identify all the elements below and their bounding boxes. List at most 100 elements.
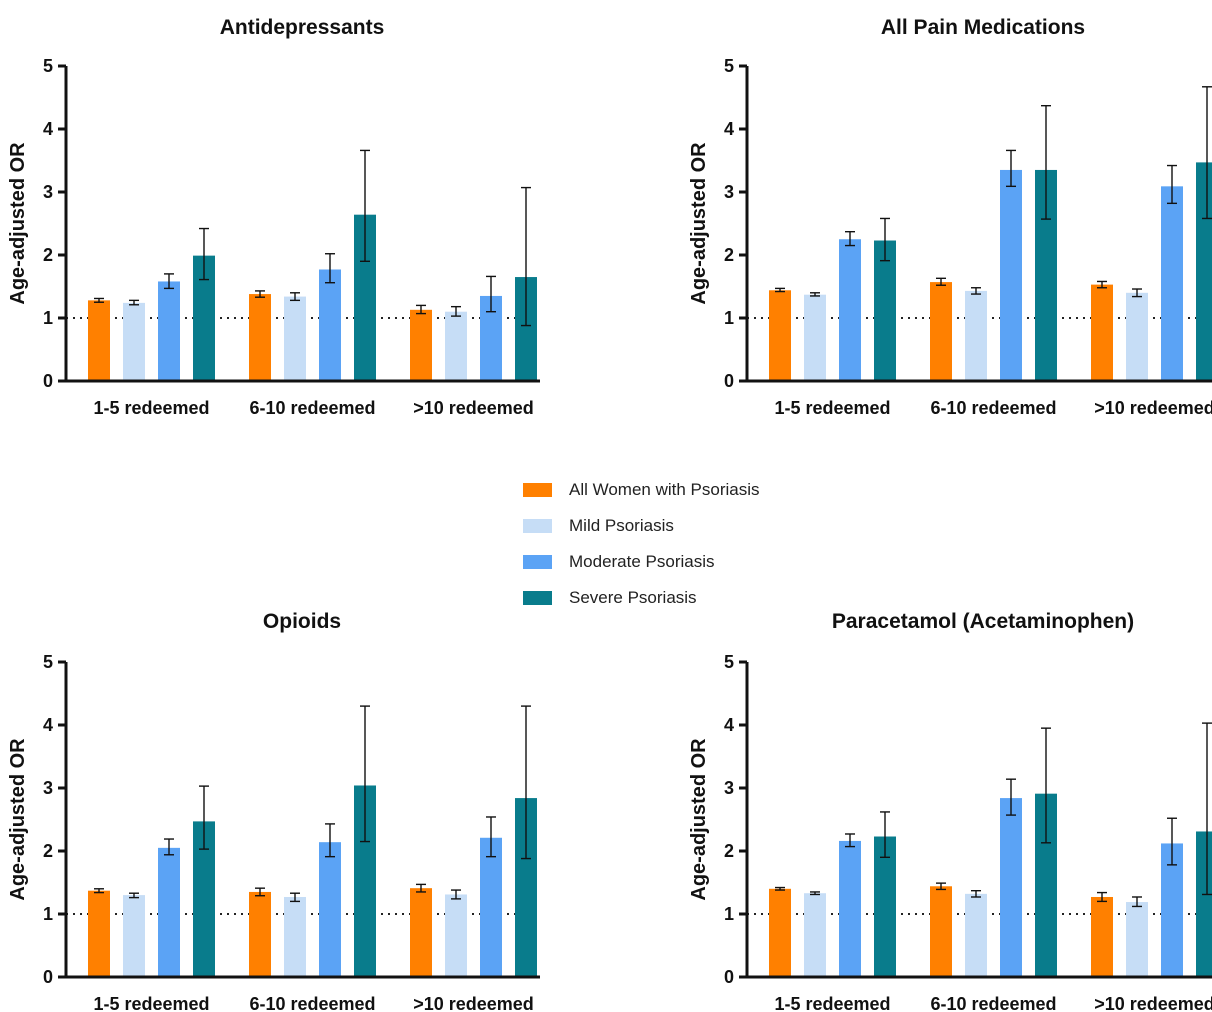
- legend-label-all-women: All Women with Psoriasis: [569, 480, 760, 499]
- y-tick-label: 3: [43, 182, 53, 202]
- bar-all-women-with-psoriasis-10-redeemed: [410, 888, 432, 977]
- bar-all-women-with-psoriasis-6-10-redeemed: [930, 886, 952, 977]
- bar-severe-psoriasis-10-redeemed: [1196, 831, 1212, 977]
- y-tick-label: 0: [724, 371, 734, 391]
- x-tick-label: 6-10 redeemed: [930, 398, 1056, 418]
- x-tick-label: >10 redeemed: [1094, 994, 1212, 1012]
- bar-mild-psoriasis-6-10-redeemed: [965, 290, 987, 381]
- bar-severe-psoriasis-6-10-redeemed: [354, 785, 376, 977]
- y-tick-label: 2: [724, 841, 734, 861]
- bar-severe-psoriasis-1-5-redeemed: [874, 240, 896, 381]
- bar-moderate-psoriasis-1-5-redeemed: [158, 281, 180, 381]
- bar-all-women-with-psoriasis-1-5-redeemed: [88, 890, 110, 977]
- y-axis-label: Age-adjusted OR: [7, 738, 29, 901]
- bar-severe-psoriasis-6-10-redeemed: [354, 214, 376, 381]
- x-tick-label: 6-10 redeemed: [249, 994, 375, 1012]
- bar-moderate-psoriasis-6-10-redeemed: [1000, 798, 1022, 977]
- chart-panel-all-pain-medications: All Pain Medications Age-adjusted OR 1-5 r…: [688, 16, 1212, 418]
- y-tick-label: 1: [724, 308, 734, 328]
- bar-mild-psoriasis-1-5-redeemed: [804, 893, 826, 977]
- bar-mild-psoriasis-10-redeemed: [445, 894, 467, 977]
- bar-mild-psoriasis-10-redeemed: [445, 311, 467, 381]
- y-tick-label: 1: [43, 904, 53, 924]
- bar-all-women-with-psoriasis-10-redeemed: [1091, 284, 1113, 381]
- bar-all-women-with-psoriasis-1-5-redeemed: [769, 888, 791, 977]
- bar-severe-psoriasis-10-redeemed: [1196, 162, 1212, 381]
- y-tick-label: 1: [43, 308, 53, 328]
- bar-all-women-with-psoriasis-10-redeemed: [1091, 896, 1113, 977]
- bar-mild-psoriasis-1-5-redeemed: [804, 294, 826, 381]
- bar-severe-psoriasis-6-10-redeemed: [1035, 793, 1057, 977]
- bar-moderate-psoriasis-6-10-redeemed: [1000, 169, 1022, 381]
- bar-moderate-psoriasis-1-5-redeemed: [839, 840, 861, 977]
- bar-mild-psoriasis-6-10-redeemed: [965, 893, 987, 977]
- y-tick-label: 4: [43, 119, 53, 139]
- y-tick-label: 5: [43, 56, 53, 76]
- bar-all-women-with-psoriasis-1-5-redeemed: [88, 300, 110, 381]
- y-tick-label: 3: [724, 182, 734, 202]
- y-tick-label: 1: [724, 904, 734, 924]
- legend-label-mild: Mild Psoriasis: [569, 516, 674, 535]
- bar-all-women-with-psoriasis-10-redeemed: [410, 309, 432, 381]
- legend-swatch-severe: [523, 591, 552, 605]
- bar-moderate-psoriasis-10-redeemed: [1161, 186, 1183, 381]
- legend-item-mild: Mild Psoriasis: [523, 508, 843, 544]
- bar-severe-psoriasis-10-redeemed: [515, 277, 537, 381]
- x-tick-label: 6-10 redeemed: [930, 994, 1056, 1012]
- y-tick-label: 5: [724, 652, 734, 672]
- chart-panel-antidepressants: Antidepressants Age-adjusted OR 1-5 redeem…: [7, 16, 540, 418]
- bar-moderate-psoriasis-10-redeemed: [480, 295, 502, 381]
- y-tick-label: 2: [43, 245, 53, 265]
- bar-all-women-with-psoriasis-6-10-redeemed: [249, 891, 271, 977]
- bar-all-women-with-psoriasis-6-10-redeemed: [249, 294, 271, 381]
- y-axis-label: Age-adjusted OR: [7, 142, 29, 305]
- y-tick-label: 0: [43, 371, 53, 391]
- x-tick-label: >10 redeemed: [1094, 398, 1212, 418]
- bar-moderate-psoriasis-6-10-redeemed: [319, 842, 341, 977]
- chart-title: All Pain Medications: [881, 16, 1085, 39]
- bar-all-women-with-psoriasis-1-5-redeemed: [769, 290, 791, 381]
- x-tick-label: 1-5 redeemed: [93, 994, 209, 1012]
- legend-swatch-all-women: [523, 483, 552, 497]
- y-tick-label: 5: [43, 652, 53, 672]
- bar-moderate-psoriasis-1-5-redeemed: [839, 239, 861, 381]
- chart-title: Paracetamol (Acetaminophen): [832, 610, 1134, 633]
- bar-moderate-psoriasis-10-redeemed: [1161, 843, 1183, 977]
- bar-mild-psoriasis-1-5-redeemed: [123, 895, 145, 977]
- y-tick-label: 4: [724, 715, 734, 735]
- chart-panel-opioids: Opioids Age-adjusted OR 1-5 redeemed 6-10 r…: [7, 610, 540, 1012]
- bar-moderate-psoriasis-1-5-redeemed: [158, 847, 180, 977]
- y-tick-label: 3: [43, 778, 53, 798]
- bar-severe-psoriasis-10-redeemed: [515, 798, 537, 977]
- bar-severe-psoriasis-1-5-redeemed: [193, 821, 215, 977]
- y-axis-label: Age-adjusted OR: [688, 738, 710, 901]
- y-tick-label: 2: [43, 841, 53, 861]
- bar-mild-psoriasis-6-10-redeemed: [284, 296, 306, 381]
- chart-panel-paracetamol-acetaminophen: Paracetamol (Acetaminophen) Age-adjusted …: [688, 610, 1212, 1012]
- bar-mild-psoriasis-1-5-redeemed: [123, 302, 145, 381]
- y-tick-label: 0: [724, 967, 734, 987]
- bar-mild-psoriasis-10-redeemed: [1126, 902, 1148, 977]
- x-tick-label: 1-5 redeemed: [774, 994, 890, 1012]
- legend-item-all-women: All Women with Psoriasis: [523, 472, 843, 508]
- y-tick-label: 0: [43, 967, 53, 987]
- y-tick-label: 4: [43, 715, 53, 735]
- legend-label-severe: Severe Psoriasis: [569, 588, 697, 607]
- bar-all-women-with-psoriasis-6-10-redeemed: [930, 282, 952, 381]
- legend: All Women with Psoriasis Mild Psoriasis …: [523, 472, 843, 616]
- chart-title: Opioids: [263, 610, 341, 633]
- x-tick-label: 6-10 redeemed: [249, 398, 375, 418]
- bar-severe-psoriasis-1-5-redeemed: [193, 255, 215, 381]
- x-tick-label: 1-5 redeemed: [93, 398, 209, 418]
- legend-item-moderate: Moderate Psoriasis: [523, 544, 843, 580]
- x-tick-label: 1-5 redeemed: [774, 398, 890, 418]
- legend-label-moderate: Moderate Psoriasis: [569, 552, 715, 571]
- bar-moderate-psoriasis-10-redeemed: [480, 837, 502, 977]
- x-tick-label: >10 redeemed: [413, 994, 534, 1012]
- bar-mild-psoriasis-6-10-redeemed: [284, 896, 306, 977]
- bar-severe-psoriasis-6-10-redeemed: [1035, 169, 1057, 381]
- legend-item-severe: Severe Psoriasis: [523, 580, 843, 616]
- bar-moderate-psoriasis-6-10-redeemed: [319, 269, 341, 381]
- legend-swatch-mild: [523, 519, 552, 533]
